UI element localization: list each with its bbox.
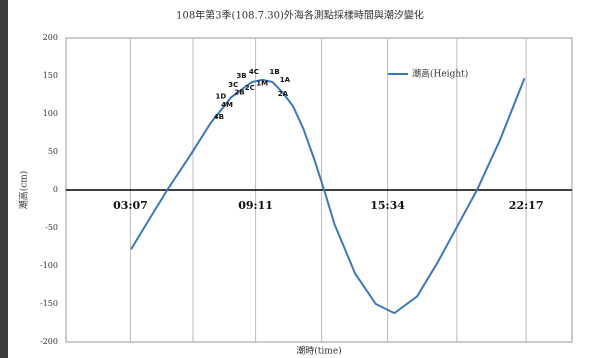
y-tick-label: 0 <box>53 185 58 194</box>
y-axis-label: 潮高(cm) <box>18 171 30 210</box>
legend-label: 潮高(Height) <box>412 68 468 80</box>
chart-title: 108年第3季(108.7.30)外海各測點採樣時間與潮汐變化 <box>176 9 424 22</box>
sample-label: 2B <box>234 89 244 97</box>
sample-label: 4B <box>214 113 224 121</box>
x-tick-label: 03:07 <box>113 199 148 212</box>
x-tick-label: 15:34 <box>370 199 405 212</box>
sample-label: 3B <box>236 72 246 80</box>
y-tick-label: -150 <box>40 299 58 308</box>
y-tick-label: -100 <box>40 261 58 270</box>
sample-label: 1D <box>216 93 227 101</box>
x-axis-label: 潮時(time) <box>296 345 341 357</box>
sample-label: 2A <box>278 90 289 98</box>
y-tick-label: 100 <box>43 109 58 118</box>
sample-label: 1M <box>256 80 268 88</box>
y-tick-label: 150 <box>43 71 58 80</box>
x-tick-label: 09:11 <box>238 199 273 212</box>
edge-strip <box>0 0 8 358</box>
y-tick-label: -50 <box>45 223 58 232</box>
sample-label: 1A <box>280 76 291 84</box>
y-tick-label: 200 <box>43 33 58 42</box>
sample-label: 2C <box>245 84 255 92</box>
sample-label: 4M <box>221 101 233 109</box>
y-tick-label: -200 <box>40 337 58 346</box>
y-tick-label: 50 <box>48 147 58 156</box>
sample-label: 4C <box>249 68 259 76</box>
tide-line <box>130 77 526 315</box>
sample-label: 1B <box>269 68 279 76</box>
x-tick-label: 22:17 <box>509 199 544 212</box>
sample-label: 3C <box>228 81 238 89</box>
